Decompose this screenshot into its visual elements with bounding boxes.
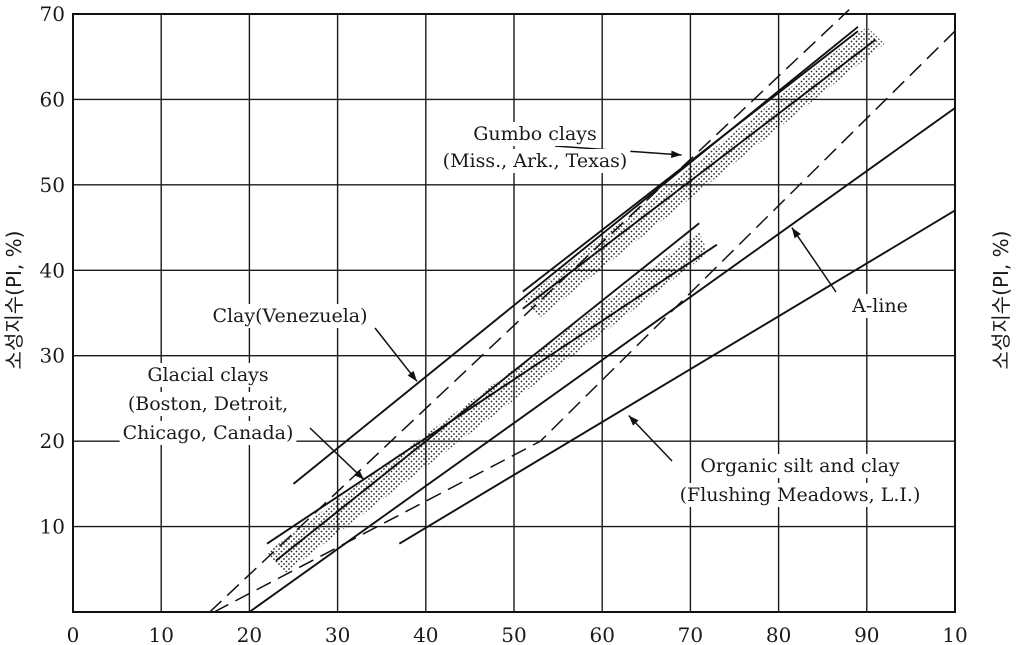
x-tick-label: 0 xyxy=(67,623,80,645)
annotations: Gumbo clays (Miss., Ark., Texas) Clay(Vene… xyxy=(119,122,924,507)
x-tick-label: 30 xyxy=(325,623,350,645)
y-tick-label: 10 xyxy=(40,515,65,539)
y-tick-label: 40 xyxy=(40,258,65,282)
y-tick-label: 30 xyxy=(40,344,65,368)
arrow-head-icon xyxy=(628,415,639,426)
annotation-background xyxy=(697,454,903,478)
y-tick-label: 20 xyxy=(40,429,65,453)
y-axis-label: 소성지수(PI, %) xyxy=(2,231,26,370)
annotation-background xyxy=(144,363,272,387)
annotation-text: Chicago, Canada) xyxy=(123,422,294,444)
y-tick-label: 70 xyxy=(40,2,65,26)
y-tick-label: 50 xyxy=(40,173,65,197)
arrow-head-icon xyxy=(353,469,365,480)
dotted-band xyxy=(267,231,709,574)
annotation-text: A-line xyxy=(851,295,908,317)
annotation-pointer xyxy=(628,414,673,462)
annotation-background xyxy=(439,149,631,173)
x-tick-label: 90 xyxy=(854,623,879,645)
solid-line xyxy=(266,243,718,545)
annotation-background xyxy=(676,483,924,507)
dashed-line xyxy=(213,30,956,613)
annotation-background xyxy=(124,392,292,416)
y-tick-label: 60 xyxy=(40,87,65,111)
y-axis-ticks: 10 20 30 40 50 60 70 xyxy=(40,2,65,539)
annotation-pointer xyxy=(791,227,837,293)
data-bands xyxy=(267,26,885,574)
solid-line xyxy=(398,209,956,545)
solid-line xyxy=(522,38,877,310)
x-axis-ticks: 0 10 20 30 40 50 60 70 80 90 10 xyxy=(67,623,968,645)
solid-line xyxy=(292,26,859,485)
plot-frame xyxy=(72,13,956,613)
annotation-background xyxy=(848,294,911,318)
y-axis-label-right: 소성지수(PI, %) xyxy=(989,231,1013,370)
annotation-pointer xyxy=(309,427,365,481)
x-tick-label: 80 xyxy=(766,623,791,645)
x-tick-label: 70 xyxy=(678,623,703,645)
solid-line xyxy=(275,222,700,562)
annotation-background xyxy=(209,304,371,328)
solid-line xyxy=(248,107,956,613)
annotation-text: Organic silt and clay xyxy=(700,455,900,477)
annotation-background xyxy=(470,122,600,146)
annotation-text: (Flushing Meadows, L.I.) xyxy=(680,484,921,506)
x-tick-label: 40 xyxy=(413,623,438,645)
arrow-head-icon xyxy=(791,227,801,239)
annotation-text: Clay(Venezuela) xyxy=(212,305,367,327)
x-tick-label: 10 xyxy=(942,623,967,645)
solid-line xyxy=(522,30,859,293)
data-lines xyxy=(209,9,956,613)
annotation-background xyxy=(119,421,297,445)
annotation-text: (Boston, Detroit, xyxy=(128,393,288,415)
annotation-text: Gumbo clays xyxy=(473,123,597,145)
x-tick-label: 50 xyxy=(501,623,526,645)
arrow-head-icon xyxy=(671,150,682,158)
annotation-text: Glacial clays xyxy=(147,364,268,386)
x-tick-label: 60 xyxy=(589,623,614,645)
x-tick-label: 20 xyxy=(237,623,262,645)
annotation-pointer xyxy=(374,327,418,382)
x-tick-label: 10 xyxy=(148,623,173,645)
y-axis-labels: 소성지수(PI, %) 소성지수(PI, %) xyxy=(2,231,1013,370)
grid-lines xyxy=(73,14,955,612)
annotation-text: (Miss., Ark., Texas) xyxy=(443,150,628,172)
annotation-pointers xyxy=(309,145,837,481)
arrow-head-icon xyxy=(407,370,417,382)
dashed-line xyxy=(209,9,850,613)
dotted-band xyxy=(522,26,885,318)
